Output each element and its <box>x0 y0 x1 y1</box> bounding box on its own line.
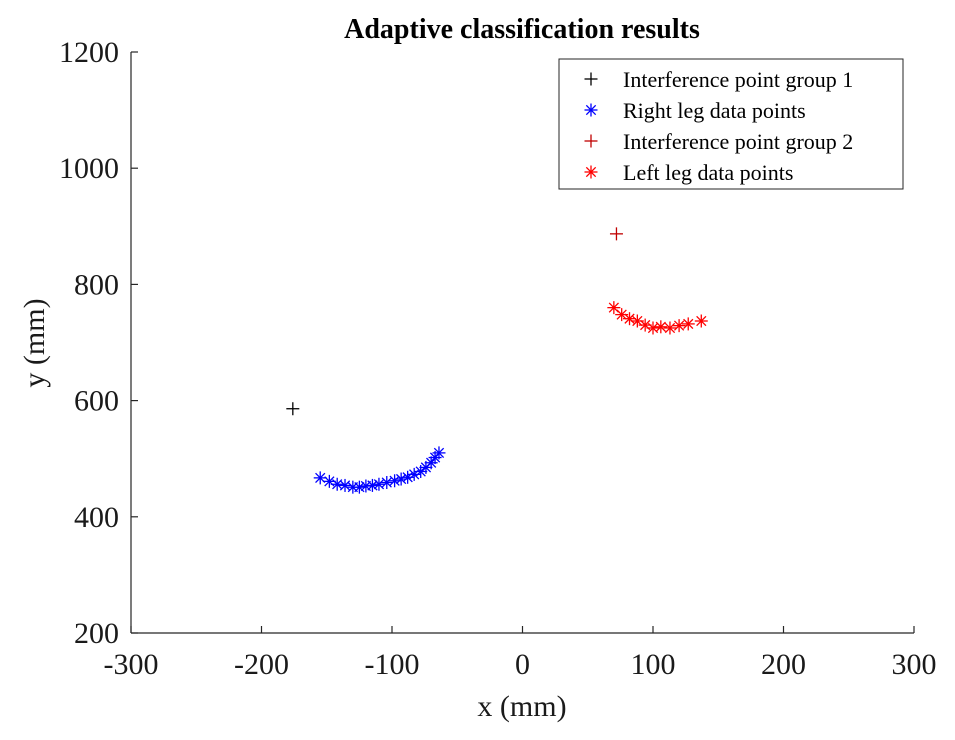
legend-entry: Right leg data points <box>584 98 806 123</box>
marker-stroke <box>585 104 597 116</box>
y-tick-label: 600 <box>74 385 119 418</box>
legend-marker <box>584 72 598 86</box>
legend-marker <box>584 103 598 117</box>
data-point <box>372 477 386 491</box>
marker-stroke <box>354 482 365 493</box>
data-points <box>286 227 708 494</box>
data-point <box>663 321 677 335</box>
marker-stroke <box>415 466 426 477</box>
marker-stroke <box>683 318 694 330</box>
data-point <box>681 317 695 331</box>
x-tick-label: 0 <box>515 648 530 681</box>
marker-stroke <box>655 321 666 332</box>
data-point <box>380 476 394 490</box>
y-tick-label: 200 <box>74 617 119 650</box>
legend-label: Left leg data points <box>623 160 793 185</box>
data-point <box>365 478 379 492</box>
marker-stroke <box>624 313 635 324</box>
data-point <box>609 227 623 241</box>
marker-stroke <box>389 475 400 486</box>
marker-stroke <box>647 322 659 334</box>
marker-stroke <box>585 166 597 178</box>
series-interference-point-group-2 <box>609 227 623 241</box>
data-point <box>394 472 408 486</box>
axes: -300 -200 -100 0 100 200 300 200 400 600 800 1000 12… <box>59 36 937 681</box>
data-point <box>694 314 708 328</box>
data-point <box>623 312 637 326</box>
data-point <box>672 319 686 333</box>
series-right-leg-data-points <box>313 446 446 494</box>
marker-stroke <box>696 315 707 327</box>
y-tick-label: 400 <box>74 501 119 534</box>
legend-entry: Interference point group 1 <box>584 67 853 92</box>
data-point <box>338 478 352 492</box>
data-point <box>313 471 327 485</box>
marker-stroke <box>426 457 437 468</box>
marker-stroke <box>367 480 378 491</box>
y-tick-label: 1200 <box>59 36 119 69</box>
marker-stroke <box>673 320 685 331</box>
marker-stroke <box>433 447 445 459</box>
marker-stroke <box>616 309 627 320</box>
x-tick-label: 300 <box>892 648 937 681</box>
marker-stroke <box>381 477 392 488</box>
marker-stroke <box>373 479 385 490</box>
marker-stroke <box>339 480 351 491</box>
legend: Interference point group 1 Right leg data… <box>558 58 904 190</box>
legend-label: Right leg data points <box>623 98 806 123</box>
x-tick-label: -100 <box>365 648 420 681</box>
y-tick-label: 800 <box>74 268 119 301</box>
legend-box <box>558 58 904 190</box>
data-point <box>654 320 668 334</box>
y-axis-label: y (mm) <box>18 298 51 387</box>
legend-entry: Left leg data points <box>584 160 793 185</box>
x-axis-label: x (mm) <box>477 690 566 723</box>
data-point <box>432 446 446 460</box>
marker-stroke <box>640 319 651 331</box>
x-tick-label: -300 <box>104 648 159 681</box>
data-point <box>646 321 660 335</box>
x-tick-label: 100 <box>631 648 676 681</box>
marker-stroke <box>608 302 619 313</box>
x-tick-label: 200 <box>761 648 806 681</box>
marker-stroke <box>632 315 643 327</box>
marker-stroke <box>324 476 335 487</box>
x-tick-label: -200 <box>234 648 289 681</box>
legend-label: Interference point group 2 <box>623 129 853 154</box>
legend-marker <box>584 134 598 148</box>
legend-marker <box>584 165 598 179</box>
legend-entry: Interference point group 2 <box>584 129 853 154</box>
legend-label: Interference point group 1 <box>623 67 853 92</box>
data-point <box>286 402 300 416</box>
marker-stroke <box>664 322 676 334</box>
marker-stroke <box>315 472 326 484</box>
series-left-leg-data-points <box>607 301 708 335</box>
y-tick-label: 1000 <box>59 152 119 185</box>
marker-stroke <box>395 473 407 485</box>
series-interference-point-group-1 <box>286 402 300 416</box>
data-point <box>630 314 644 328</box>
chart-title: Adaptive classification results <box>344 14 700 45</box>
